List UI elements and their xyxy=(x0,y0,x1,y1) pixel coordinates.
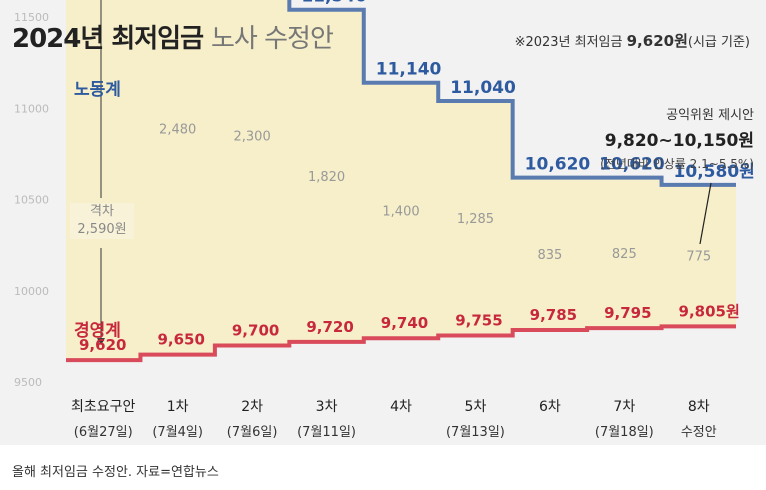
difference-label: 2,480 xyxy=(159,122,196,137)
chart-area: 950010000105001100011500120001250012,210… xyxy=(0,0,766,445)
x-category-date: (7월4일) xyxy=(152,425,203,440)
image-caption: 올해 최저임금 수정안. 자료=연합뉴스 xyxy=(12,465,219,480)
x-category-label: 7차 xyxy=(613,399,635,415)
note-suffix: (시급 기준) xyxy=(687,35,750,50)
difference-label: 1,285 xyxy=(457,212,494,227)
chart-title: 2024년 최저임금 노사 수정안 xyxy=(12,18,334,55)
gap-value: 2,590원 xyxy=(77,222,127,237)
labor-value-label: 11,040 xyxy=(450,78,516,98)
management-step-line xyxy=(66,324,736,363)
labor-value-label: 11,140 xyxy=(376,60,442,80)
title-sub-text: 노사 수정안 xyxy=(211,24,334,54)
reference-note: ※2023년 최저임금 9,620원(시급 기준) xyxy=(515,30,750,51)
difference-label: 1,400 xyxy=(382,204,419,219)
x-category-label: 8차 xyxy=(688,399,710,415)
management-value-label: 9,755 xyxy=(455,311,502,329)
management-value-label: 9,650 xyxy=(157,331,204,349)
x-category-label: 2차 xyxy=(241,399,263,415)
x-category-date: (6월27일) xyxy=(74,425,133,440)
y-tick-label: 10500 xyxy=(14,194,49,207)
difference-label: 1,820 xyxy=(308,170,345,185)
labor-value-label: 11,540 xyxy=(301,0,367,7)
x-category-date: (7월11일) xyxy=(297,425,356,440)
difference-label: 775 xyxy=(686,250,711,265)
x-category-label: 1차 xyxy=(167,399,189,415)
proposal-range: 9,820~10,150원 xyxy=(604,131,754,151)
y-tick-label: 11500 xyxy=(14,11,49,24)
labor-value-label: 10,620 xyxy=(525,155,591,175)
labor-series-label: 노동계 xyxy=(74,80,121,100)
labor-step-line xyxy=(287,0,736,187)
minimum-wage-chart: 950010000105001100011500120001250012,210… xyxy=(14,0,755,440)
note-value: 9,620원 xyxy=(626,32,688,50)
x-category-date: (7월6일) xyxy=(227,425,278,440)
x-category-date: 수정안 xyxy=(681,425,717,440)
difference-label: 835 xyxy=(537,248,562,263)
proposal-title: 공익위원 제시안 xyxy=(666,108,754,123)
gap-title: 격차 xyxy=(90,204,114,219)
management-value-label: 9,795 xyxy=(604,304,651,322)
management-value-label: 9,785 xyxy=(530,306,577,324)
x-category-label: 3차 xyxy=(316,399,338,415)
management-series-label: 경영계 xyxy=(74,321,121,341)
x-category-label: 4차 xyxy=(390,399,412,415)
x-category-label: 최초요구안 xyxy=(71,399,136,415)
labor-value-label: 10,580원 xyxy=(674,162,755,182)
difference-label: 825 xyxy=(612,247,637,262)
management-value-label: 9,720 xyxy=(306,318,353,336)
management-value-label: 9,805원 xyxy=(679,302,740,320)
y-tick-label: 9500 xyxy=(14,376,42,389)
y-tick-label: 11000 xyxy=(14,102,49,115)
difference-label: 2,300 xyxy=(234,130,271,145)
x-category-date: (7월13일) xyxy=(446,425,505,440)
management-value-label: 9,740 xyxy=(381,314,428,332)
public-interest-proposal: 공익위원 제시안 9,820~10,150원 (전년대비 인상률 2.1~5.5… xyxy=(600,104,754,172)
x-category-label: 6차 xyxy=(539,399,561,415)
proposal-pointer-line xyxy=(699,182,712,245)
gap-arrowhead-down xyxy=(97,338,105,346)
title-main-text: 2024년 최저임금 xyxy=(12,24,204,54)
labor-value-label: 10,620 xyxy=(599,155,665,175)
proposal-rate: (전년대비 인상률 2.1~5.5%) xyxy=(600,157,754,171)
gap-area xyxy=(66,0,736,361)
gap-annotation: 격차 2,590원 xyxy=(70,203,134,239)
x-category-label: 5차 xyxy=(465,399,487,415)
management-value-label: 9,700 xyxy=(232,322,279,340)
y-tick-label: 10000 xyxy=(14,285,49,298)
note-prefix: ※2023년 최저임금 xyxy=(514,35,623,50)
management-value-label: 9,620 xyxy=(79,336,126,354)
x-category-date: (7월18일) xyxy=(595,425,654,440)
